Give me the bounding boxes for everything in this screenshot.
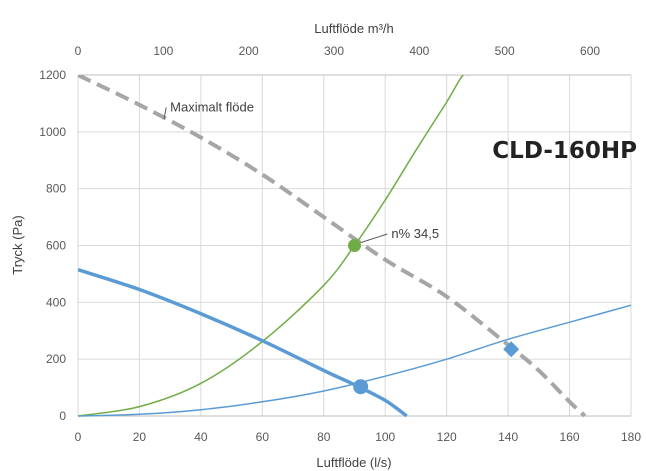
y-tick-label: 800 — [46, 182, 66, 196]
annotation-label: n% 34,5 — [391, 226, 439, 241]
annotations: Maximalt flöde n% 34,5 — [163, 100, 439, 244]
y-tick-label: 200 — [46, 352, 66, 366]
x-tick-label: 140 — [498, 430, 518, 444]
x2-tick-label: 100 — [153, 44, 173, 58]
y-tick-label: 400 — [46, 295, 66, 309]
x2-tick-label: 300 — [324, 44, 344, 58]
x-tick-label: 160 — [560, 430, 580, 444]
series-line-0 — [78, 75, 587, 417]
x2-axis-title: Luftflöde m³/h — [314, 21, 394, 36]
annotation-label: Maximalt flöde — [170, 100, 254, 115]
series-line-2 — [78, 304, 631, 417]
operating-point-marker — [353, 379, 369, 395]
x-tick-label: 120 — [437, 430, 457, 444]
x-tick-label: 0 — [75, 430, 82, 444]
y-tick-label: 1000 — [39, 125, 66, 139]
y-tick-label: 1200 — [39, 68, 66, 82]
operating-point-marker — [503, 341, 520, 358]
x2-tick-label: 200 — [239, 44, 259, 58]
points — [348, 239, 520, 395]
y-axis-title: Tryck (Pa) — [10, 215, 25, 274]
x-tick-label: 80 — [317, 430, 331, 444]
y-tick-label: 0 — [59, 409, 66, 423]
annotation-leader-line — [163, 107, 167, 120]
series-line-3 — [78, 268, 408, 417]
chart-title: CLD-160HP — [492, 138, 637, 164]
x2-tick-label: 0 — [75, 44, 82, 58]
x-tick-label: 40 — [194, 430, 208, 444]
x-axis-title: Luftflöde (l/s) — [316, 455, 391, 470]
x-tick-label: 60 — [256, 430, 270, 444]
x2-tick-label: 600 — [580, 44, 600, 58]
annotation-leader-line — [360, 233, 388, 244]
operating-point-marker — [348, 239, 361, 252]
x-tick-label: 100 — [375, 430, 395, 444]
x-tick-label: 180 — [621, 430, 641, 444]
y-tick-label: 600 — [46, 239, 66, 253]
x-tick-label: 20 — [133, 430, 147, 444]
x2-tick-label: 500 — [495, 44, 515, 58]
x2-tick-label: 400 — [409, 44, 429, 58]
